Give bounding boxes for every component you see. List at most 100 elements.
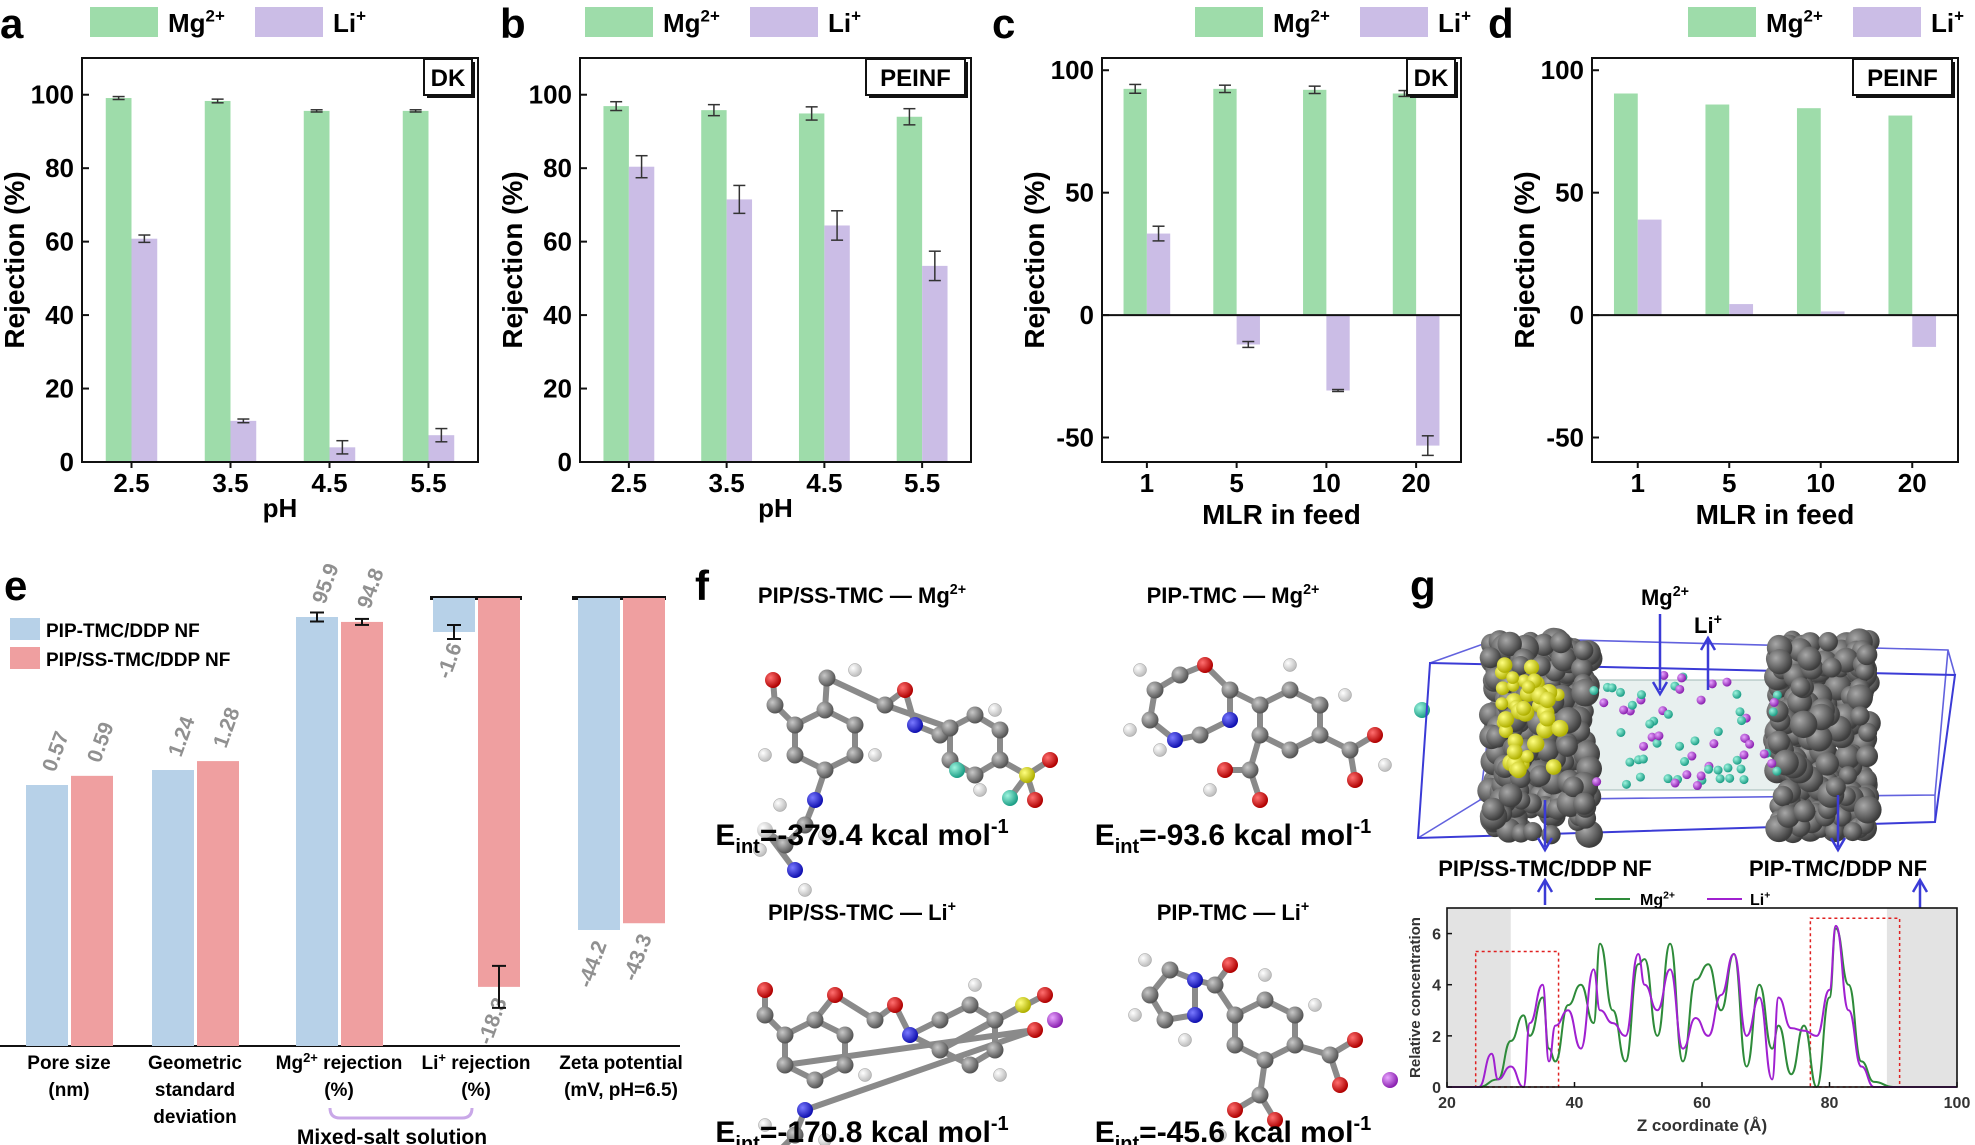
- g-membrane-atom: [1571, 678, 1600, 707]
- bar-d-li-3: [1912, 315, 1937, 347]
- y-tick-label-b: 60: [543, 227, 572, 257]
- g-line-li: [1447, 924, 1957, 1089]
- g-membrane-atom: [1767, 649, 1793, 675]
- x-tick-label-b: 4.5: [806, 468, 842, 498]
- y-axis-title-c: Rejection (%): [1019, 171, 1050, 348]
- g-membrane-atom: [1856, 745, 1879, 768]
- y-tick-label-b: 20: [543, 374, 572, 404]
- f-atom: [1241, 761, 1259, 779]
- f-atom: [961, 996, 979, 1014]
- g-ion-mg: [1636, 690, 1646, 700]
- g-sim-box-back: [1417, 637, 1956, 839]
- e-bar-4-pip-tmc: [578, 598, 620, 930]
- g-plot-frame: [1446, 907, 1958, 1088]
- bar-a-li-1: [230, 420, 257, 462]
- f-atom: [1251, 696, 1269, 714]
- g-ion-mg: [1625, 757, 1635, 767]
- f-atom: [1027, 792, 1043, 808]
- tag-box-a: [423, 58, 473, 96]
- f-energy-label: Eint=-170.8 kcal mol-1: [715, 1113, 1008, 1145]
- g-arrow-right-membrane-head: [1829, 837, 1847, 853]
- f-atom-h: [1128, 1008, 1142, 1022]
- f-atom: [1027, 1022, 1043, 1038]
- chart-b-ph-peinf: 2.5 3.5 4.5 5.5 0 20 40 60 80 100 pH Rejection (%) P…: [497, 7, 972, 523]
- y-tick-label-a: 100: [31, 80, 74, 110]
- legend-swatch-li-d: [1853, 7, 1921, 37]
- f-atom: [756, 1006, 774, 1024]
- y-tick-label-d: 0: [1570, 300, 1584, 330]
- f-atom: [961, 1056, 979, 1074]
- g-ion-li: [1722, 677, 1732, 687]
- f-bond: [883, 702, 952, 731]
- panel-letter-g: g: [1410, 562, 1436, 609]
- f-atom: [1197, 657, 1213, 673]
- f-atom: [1281, 681, 1299, 699]
- f-atom: [786, 1126, 804, 1144]
- f-atom: [966, 706, 984, 724]
- g-ion-li: [1745, 739, 1755, 749]
- f-atom-h: [1133, 663, 1147, 677]
- e-value-label: 95.9: [308, 560, 344, 606]
- g-membrane-sulfonate: [1523, 659, 1540, 675]
- legend-label-pip-ss-tmc: PIP/SS-TMC/DDP NF: [46, 650, 230, 671]
- bar-c-li-3: [1416, 315, 1440, 446]
- g-ion-li: [1767, 758, 1777, 768]
- f-atom: [846, 716, 864, 734]
- legend-swatch-li-a: [255, 7, 323, 37]
- f-atom: [796, 816, 814, 834]
- bar-b-li-2: [824, 225, 850, 462]
- g-ion-mg: [1645, 719, 1655, 729]
- g-membrane-atom: [1523, 821, 1543, 842]
- f-atom: [787, 862, 803, 878]
- f-energy-label: Eint=-379.4 kcal mol-1: [715, 816, 1008, 858]
- panel-g-md-simulation: Mg2+Li+PIP/SS-TMC/DDP NF PIP-TMC/DDP NF20…: [1407, 584, 1970, 1135]
- y-tick-label-c: 0: [1080, 300, 1094, 330]
- y-tick-label-b: 40: [543, 300, 572, 330]
- e-category-label: deviation: [153, 1107, 236, 1128]
- g-line-mg: [1447, 927, 1957, 1089]
- f-atom-h: [1213, 1128, 1227, 1142]
- f-atom: [1187, 1007, 1203, 1023]
- g-ion-mg: [1589, 686, 1599, 696]
- g-membrane-atom: [1767, 730, 1790, 754]
- g-membrane-atom: [1825, 776, 1846, 798]
- f-atom: [818, 669, 836, 687]
- bar-b-mg-2: [798, 113, 825, 462]
- f-atom-h: [818, 828, 832, 842]
- f-atom: [836, 1026, 854, 1044]
- g-ion-mg: [1621, 779, 1631, 789]
- g-ion-mg: [1735, 707, 1745, 717]
- panel-letter-a: a: [0, 0, 24, 47]
- g-ion-mg: [1635, 772, 1645, 782]
- e-category-label: Li+ rejection: [422, 1050, 531, 1074]
- bar-b-li-1: [726, 199, 753, 462]
- f-atom-h: [1338, 688, 1352, 702]
- f-molecule-structure: [1128, 953, 1398, 1142]
- g-ion-mg: [1737, 716, 1747, 726]
- f-atom-h: [758, 1118, 772, 1132]
- y-tick-label-d: 100: [1541, 55, 1584, 85]
- legend-swatch-mg-a: [90, 7, 158, 37]
- f-molecule-structure: [1123, 657, 1430, 808]
- g-ion-li: [1696, 771, 1706, 781]
- f-atom: [766, 696, 784, 714]
- g-membrane-sulfonate: [1506, 743, 1523, 760]
- f-atom-h: [798, 883, 812, 897]
- x-tick-label-b: 3.5: [709, 468, 745, 498]
- f-atom: [1341, 741, 1359, 759]
- e-bar-2-pip-tmc: [296, 617, 338, 1046]
- g-ion-mg: [1616, 728, 1626, 738]
- legend-swatch-mg-d: [1688, 7, 1756, 37]
- f-atom: [1167, 732, 1183, 748]
- e-bar-2-pip-ss-tmc: [341, 621, 383, 1046]
- bar-a-mg-2: [303, 110, 330, 463]
- bar-d-mg-2: [1796, 108, 1821, 316]
- y-axis-title-b: Rejection (%): [497, 171, 528, 348]
- f-molecule-title: PIP/SS-TMC — Li+: [768, 899, 956, 925]
- panel-letter-c: c: [992, 0, 1015, 47]
- bar-c-li-2: [1326, 315, 1350, 391]
- f-atom: [1221, 681, 1239, 699]
- f-atom: [1141, 711, 1159, 729]
- x-tick-label-d: 20: [1898, 468, 1927, 498]
- f-atom: [1037, 987, 1053, 1003]
